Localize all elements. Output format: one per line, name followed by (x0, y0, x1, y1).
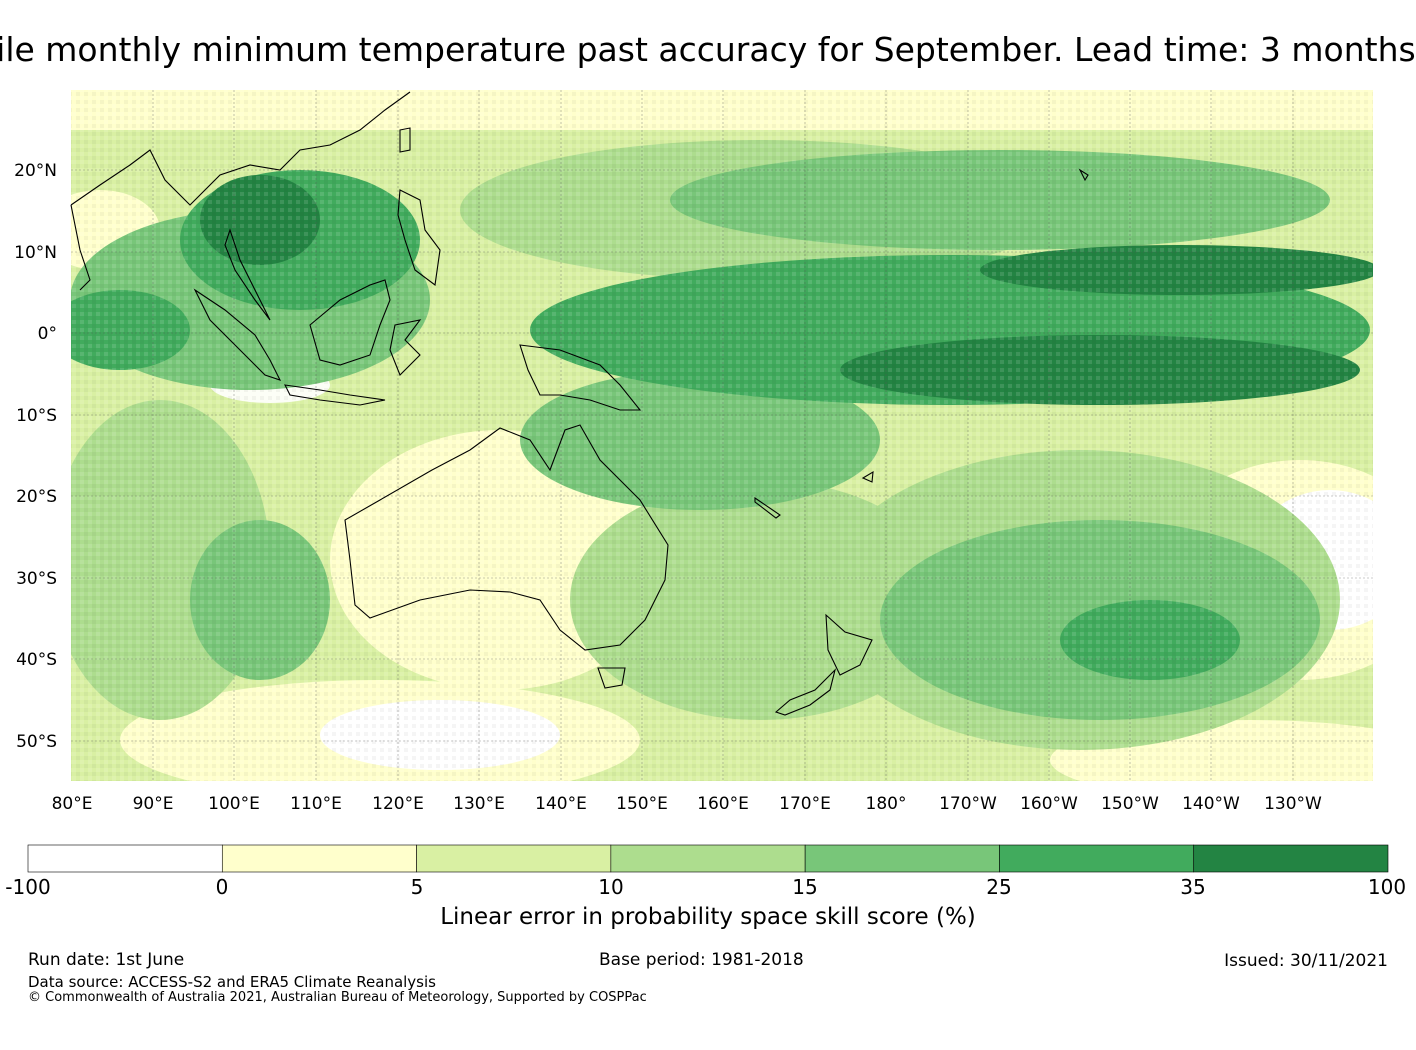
lat-label: 20°N (14, 161, 57, 181)
colorbar-tick: 35 (1180, 875, 1206, 899)
colorbar-label: Linear error in probability space skill … (440, 904, 976, 930)
lon-label: 170°E (779, 794, 831, 814)
colorbar-swatch (221, 844, 417, 873)
india-coast (70, 204, 91, 291)
colorbar-tick: 10 (598, 875, 624, 899)
lat-label: 10°N (14, 243, 57, 263)
page-title: Tercile monthly minimum temperature past… (0, 30, 1416, 69)
colorbar-swatch (1193, 844, 1389, 873)
issued-date: Issued: 30/11/2021 (1224, 951, 1388, 971)
lon-label: 130°E (453, 794, 505, 814)
new-caledonia-coast (754, 496, 781, 519)
colorbar-swatch (416, 844, 612, 873)
colorbar-swatch (999, 844, 1195, 873)
colorbar-tick: 15 (792, 875, 818, 899)
java-coast (284, 384, 386, 406)
colorbar-tick: 100 (1367, 875, 1407, 899)
lon-label: 100°E (208, 794, 260, 814)
lon-label: 170°W (939, 794, 997, 814)
borneo-coast (309, 279, 391, 366)
sumatra-coast (193, 288, 282, 381)
mainland-asia-coast (70, 91, 411, 321)
colorbar-tick: -100 (5, 875, 51, 899)
philippines-coast (397, 189, 441, 286)
lon-label: 150°W (1101, 794, 1159, 814)
colorbar-tick: 0 (215, 875, 229, 899)
colorbar-tick: 5 (410, 875, 424, 899)
lon-label: 180° (866, 794, 907, 814)
lon-label: 140°W (1182, 794, 1240, 814)
copyright: © Commonwealth of Australia 2021, Austra… (28, 990, 647, 1005)
sulawesi-coast (389, 319, 422, 376)
taiwan-coast (399, 127, 411, 153)
lon-label: 80°E (52, 794, 93, 814)
lat-label: 40°S (16, 650, 57, 670)
latitude-labels: 20°N 10°N 0° 10°S 20°S 30°S 40°S 50°S (14, 161, 57, 752)
title-text: Tercile monthly minimum temperature past… (0, 30, 1416, 69)
lon-label: 140°E (535, 794, 587, 814)
run-date: Run date: 1st June (28, 950, 185, 970)
lat-label: 0° (38, 324, 57, 344)
lon-label: 160°E (697, 794, 749, 814)
colorbar-swatch (610, 844, 806, 873)
colorbar-swatch (27, 844, 223, 873)
lat-label: 10°S (16, 406, 57, 426)
new-zealand-north (825, 613, 873, 676)
colorbar (27, 844, 1389, 873)
lon-label: 90°E (133, 794, 174, 814)
lon-label: 120°E (372, 794, 424, 814)
map-gridlines (71, 90, 1373, 781)
longitude-labels: 80°E 90°E 100°E 110°E 120°E 130°E 140°E … (52, 794, 1323, 814)
lat-label: 50°S (16, 732, 57, 752)
australia-coast (344, 424, 669, 651)
lat-label: 20°S (16, 487, 57, 507)
lat-label: 30°S (16, 569, 57, 589)
fiji-coast (861, 470, 874, 483)
colorbar-swatch (804, 844, 1000, 873)
skill-field (71, 90, 1373, 781)
coastlines (70, 91, 1089, 716)
data-source: Data source: ACCESS-S2 and ERA5 Climate … (28, 973, 436, 991)
lon-label: 150°E (616, 794, 668, 814)
lon-label: 130°W (1264, 794, 1322, 814)
new-zealand-south (774, 668, 837, 716)
hawaii-coast (1078, 168, 1089, 182)
lon-label: 110°E (290, 794, 342, 814)
new-guinea-coast (519, 344, 642, 411)
base-period: Base period: 1981-2018 (599, 950, 804, 970)
tasmania-coast (597, 667, 626, 689)
colorbar-tick: 25 (986, 875, 1012, 899)
lon-label: 160°W (1020, 794, 1078, 814)
